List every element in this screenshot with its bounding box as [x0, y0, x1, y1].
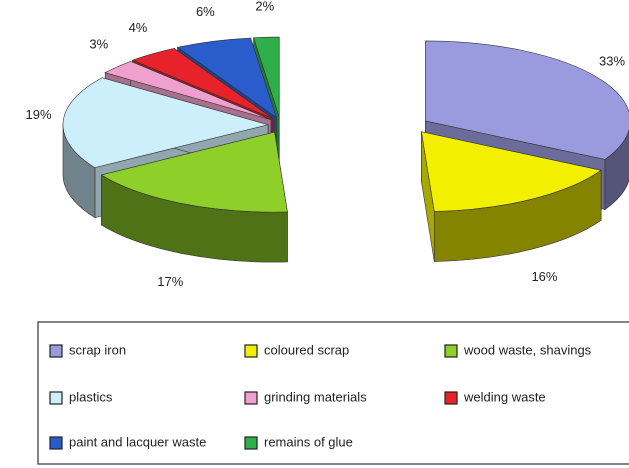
legend-swatch — [244, 344, 258, 358]
data-label: 6% — [196, 4, 215, 19]
slice-top — [104, 61, 272, 120]
data-label: 17% — [157, 274, 183, 289]
slice-top — [176, 37, 277, 119]
legend-swatch — [444, 391, 458, 405]
slice-top — [421, 131, 602, 212]
legend-label: plastics — [69, 389, 113, 404]
data-label: 33% — [599, 53, 625, 68]
legend-swatch — [244, 436, 258, 450]
pie-slice — [100, 131, 288, 263]
legend-swatch — [49, 436, 63, 450]
legend-swatch — [244, 391, 258, 405]
legend-box — [37, 321, 629, 465]
data-label: 4% — [129, 20, 148, 35]
legend-label: wood waste, shavings — [463, 342, 592, 357]
data-label: 3% — [89, 36, 108, 51]
legend-label: welding waste — [463, 389, 546, 404]
pie-slice — [421, 131, 602, 262]
slice-top — [131, 48, 274, 119]
slice-top — [100, 131, 288, 213]
legend-swatch — [49, 344, 63, 358]
legend-label: scrap iron — [69, 342, 126, 357]
slice-top — [253, 36, 280, 118]
data-label: 19% — [26, 107, 52, 122]
legend-label: grinding materials — [264, 389, 367, 404]
legend-label: coloured scrap — [264, 342, 349, 357]
legend-label: remains of glue — [264, 434, 353, 449]
data-label: 16% — [531, 269, 557, 284]
slice-top — [425, 40, 629, 160]
legend-swatch — [49, 391, 63, 405]
legend-swatch — [444, 344, 458, 358]
slice-top — [62, 77, 270, 168]
data-label: 2% — [255, 0, 274, 14]
legend-label: paint and lacquer waste — [69, 434, 206, 449]
